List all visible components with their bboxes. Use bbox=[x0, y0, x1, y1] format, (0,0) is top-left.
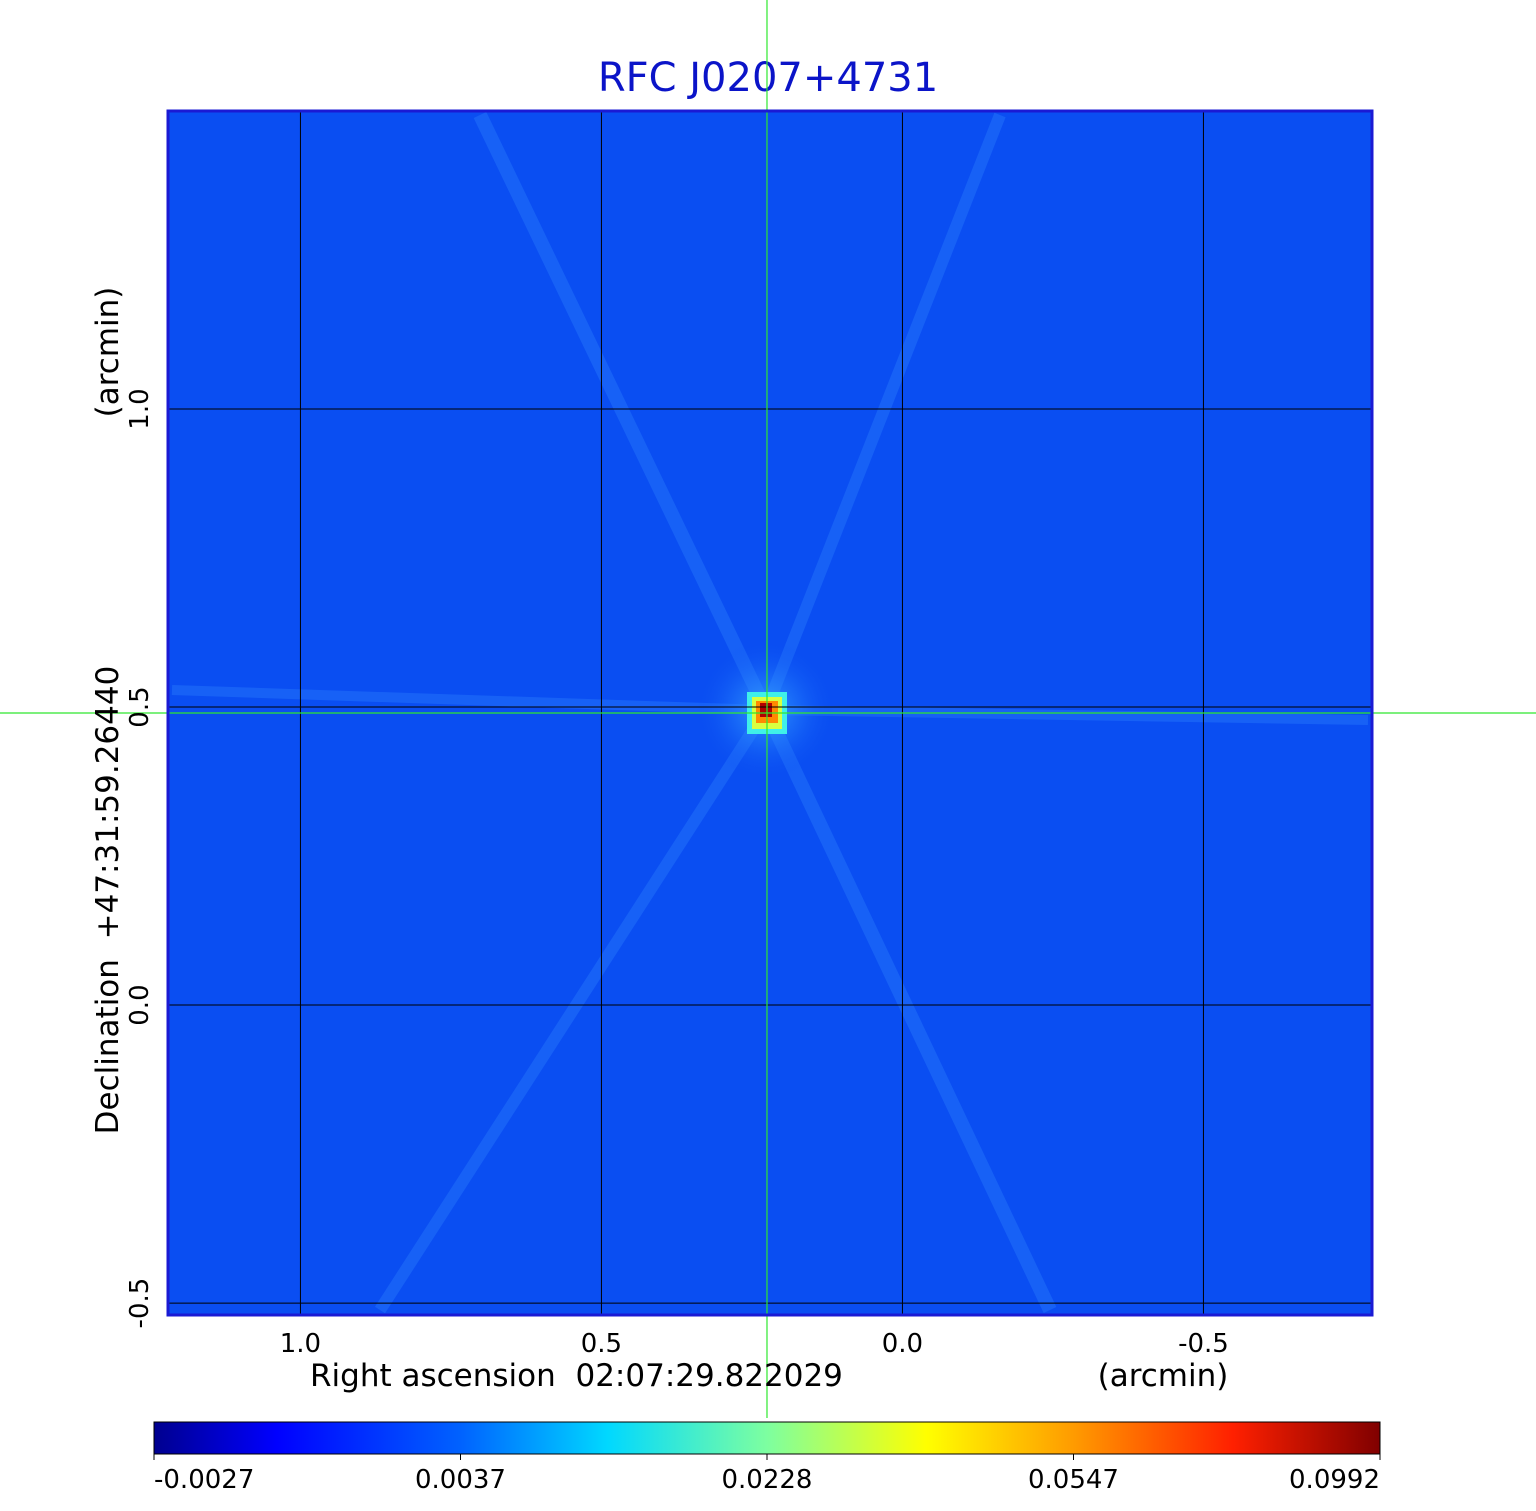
x-tick-label: 0.5 bbox=[581, 1329, 622, 1359]
x-tick-labels: 1.0 0.5 0.0 -0.5 bbox=[280, 1329, 1229, 1359]
y-tick-label: 0.5 bbox=[125, 686, 155, 727]
streak bbox=[374, 706, 772, 1314]
y-axis-unit: (arcmin) bbox=[90, 287, 126, 418]
colorbar-tick-label: 0.0037 bbox=[415, 1465, 506, 1495]
colorbar-gradient bbox=[153, 1421, 1381, 1455]
image-plane bbox=[0, 0, 1536, 1418]
y-axis-label: Declination +47:31:59.26440 bbox=[90, 666, 126, 1135]
y-tick-label: 1.0 bbox=[125, 388, 155, 429]
streak bbox=[473, 111, 773, 714]
sidelobe-streaks bbox=[171, 111, 1369, 1314]
streak bbox=[760, 112, 1006, 713]
x-tick-label: 0.0 bbox=[882, 1329, 923, 1359]
colorbar-tick-label: 0.0547 bbox=[1028, 1465, 1119, 1495]
y-tick-labels: 1.0 0.5 0.0 -0.5 bbox=[125, 388, 155, 1328]
colorbar-tick-label: 0.0228 bbox=[722, 1465, 813, 1495]
x-axis-unit: (arcmin) bbox=[1098, 1358, 1229, 1394]
x-tick-label: -0.5 bbox=[1178, 1329, 1229, 1359]
y-tick-label: -0.5 bbox=[125, 1278, 155, 1329]
core-pixel bbox=[760, 703, 772, 717]
crosshair bbox=[0, 0, 1536, 1418]
colorbar-tick-label: -0.0027 bbox=[154, 1465, 254, 1495]
colorbar-ticks: -0.0027 0.0037 0.0228 0.0547 0.0992 bbox=[153, 1454, 1381, 1495]
y-tick-label: 0.0 bbox=[125, 984, 155, 1025]
x-tick-label: 1.0 bbox=[280, 1329, 321, 1359]
image-frame bbox=[166, 109, 1374, 1317]
chart-title: RFC J0207+4731 bbox=[598, 55, 938, 101]
colorbar-tick-label: 0.0992 bbox=[1289, 1465, 1380, 1495]
colorbar: -0.0027 0.0037 0.0228 0.0547 0.0992 bbox=[153, 1421, 1381, 1495]
streak bbox=[759, 707, 1057, 1313]
streak bbox=[765, 705, 1369, 725]
x-axis-label: Right ascension 02:07:29.822029 bbox=[310, 1358, 843, 1394]
